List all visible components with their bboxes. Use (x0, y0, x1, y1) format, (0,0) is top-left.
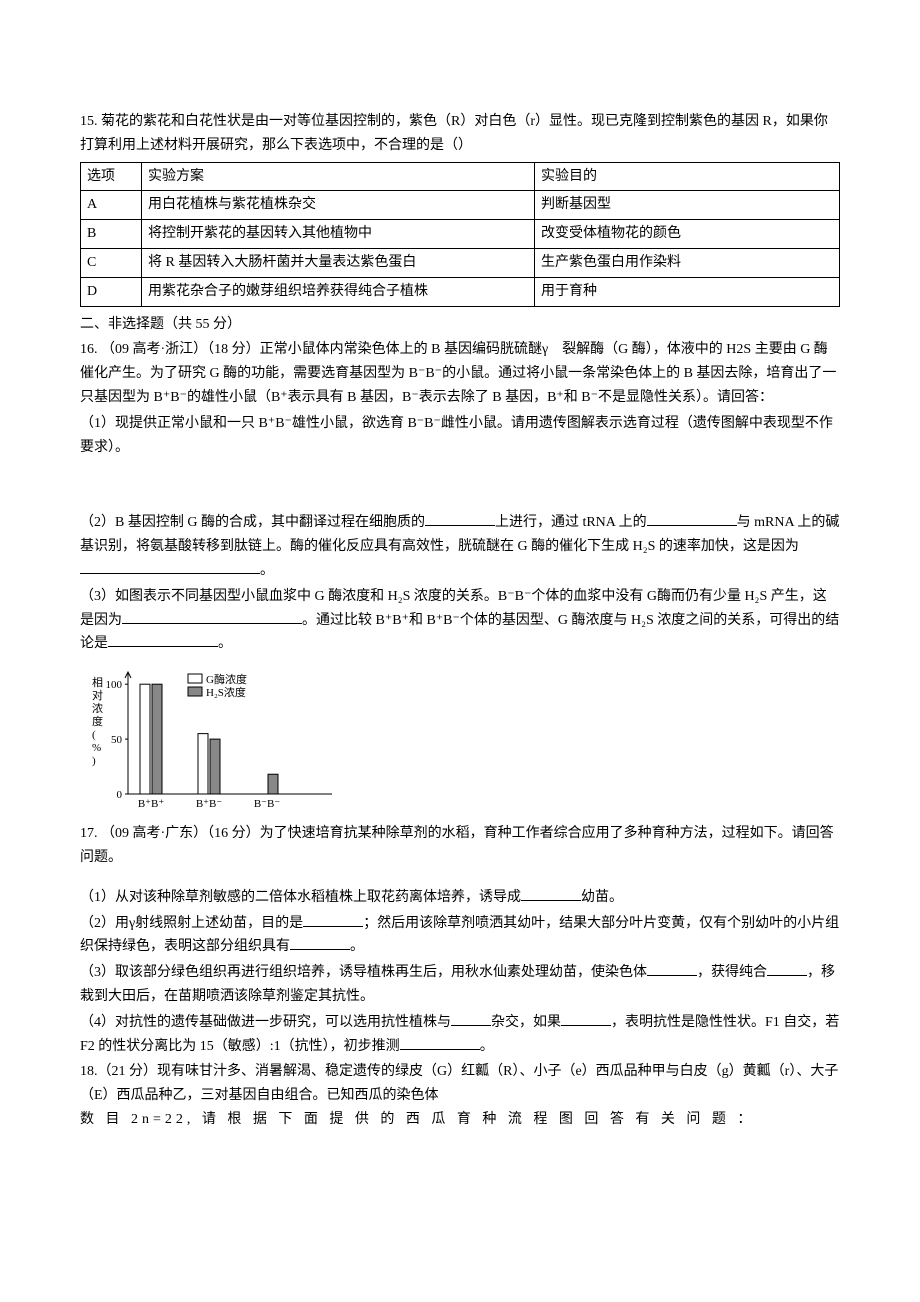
blank (80, 573, 260, 574)
table-row: 选项 实验方案 实验目的 (81, 162, 840, 191)
q16-p1: 16. （09 高考·浙江）（18 分）正常小鼠体内常染色体上的 B 基因编码胱… (80, 338, 840, 409)
blank (647, 525, 737, 526)
table-row: A 用白花植株与紫花植株杂交 判断基因型 (81, 191, 840, 220)
q15-text: 15. 菊花的紫花和白花性状是由一对等位基因控制的，紫色（R）对白色（r）显性。… (80, 110, 840, 158)
bar-chart-svg: 0 50 100相对浓度(%) G酶浓度H₂S浓度 B⁺B⁺ B⁺B⁻ B⁻B⁻ (80, 664, 340, 814)
svg-text:H₂S浓度: H₂S浓度 (206, 685, 246, 699)
text: 上进行，通过 tRNA 上的 (495, 515, 647, 530)
q16-p3: （2）B 基因控制 G 酶的合成，其中翻译过程在细胞质的 上进行，通过 tRNA … (80, 511, 840, 582)
text: （1）从对该种除草剂敏感的二倍体水稻植株上取花药离体培养，诱导成 (80, 890, 521, 905)
cell-plan: 用紫花杂合子的嫩芽组织培养获得纯合子植株 (142, 277, 535, 306)
table-row: B 将控制开紫花的基因转入其他植物中 改变受体植物花的颜色 (81, 220, 840, 249)
svg-text:度: 度 (92, 714, 103, 728)
svg-text:%: % (92, 742, 101, 754)
blank (108, 646, 218, 647)
svg-text:B⁺B⁺: B⁺B⁺ (138, 798, 164, 810)
blank (400, 1049, 480, 1050)
blank (451, 1025, 491, 1026)
q17-p1: 17. （09 高考·广东）（16 分）为了快速培育抗某种除草剂的水稻，育种工作… (80, 822, 840, 870)
col-header-opt: 选项 (81, 162, 142, 191)
svg-text:B⁻B⁻: B⁻B⁻ (254, 798, 280, 810)
cell-goal: 生产紫色蛋白用作染料 (535, 248, 840, 277)
cell-plan: 将控制开紫花的基因转入其他植物中 (142, 220, 535, 249)
q18-p1: 18.（21 分）现有味甘汁多、消暑解渴、稳定遗传的绿皮（G）红瓤（R）、小子（… (80, 1060, 840, 1131)
cell-opt: B (81, 220, 142, 249)
blank (290, 949, 350, 950)
text: 数 目 2n=22, 请 根 据 下 面 提 供 的 西 瓜 育 种 流 程 图… (80, 1112, 755, 1127)
cell-goal: 用于育种 (535, 277, 840, 306)
svg-text:浓: 浓 (92, 702, 103, 715)
blank (425, 525, 495, 526)
svg-text:G酶浓度: G酶浓度 (206, 672, 247, 686)
cell-opt: A (81, 191, 142, 220)
blank (122, 623, 302, 624)
text: 18.（21 分）现有味甘汁多、消暑解渴、稳定遗传的绿皮（G）红瓤（R）、小子（… (80, 1064, 838, 1103)
svg-text:0: 0 (117, 789, 123, 801)
text: （2）B 基因控制 G 酶的合成，其中翻译过程在细胞质的 (80, 515, 425, 530)
blank (767, 975, 807, 976)
text: （3）取该部分绿色组织再进行组织培养，诱导植株再生后，用秋水仙素处理幼苗，使染色… (80, 965, 647, 980)
svg-text:B⁺B⁻: B⁺B⁻ (196, 798, 222, 810)
svg-text:(: ( (92, 729, 96, 741)
table-row: D 用紫花杂合子的嫩芽组织培养获得纯合子植株 用于育种 (81, 277, 840, 306)
svg-text:相: 相 (92, 676, 103, 689)
cell-plan: 将 R 基因转入大肠杆菌并大量表达紫色蛋白 (142, 248, 535, 277)
q17-p3: （2）用γ射线照射上述幼苗，目的是；然后用该除草剂喷洒其幼叶，结果大部分叶片变黄… (80, 912, 840, 960)
text: 。 (218, 636, 232, 651)
cell-opt: C (81, 248, 142, 277)
q16-chart: 0 50 100相对浓度(%) G酶浓度H₂S浓度 B⁺B⁺ B⁺B⁻ B⁻B⁻ (80, 664, 840, 814)
text: （2）用γ射线照射上述幼苗，目的是 (80, 916, 303, 931)
spacer (80, 872, 840, 886)
col-header-plan: 实验方案 (142, 162, 535, 191)
text: 幼苗。 (581, 890, 623, 905)
section-2-title: 二、非选择题（共 55 分） (80, 313, 840, 337)
text: ，获得纯合 (697, 965, 767, 980)
svg-text:对: 对 (92, 688, 103, 702)
blank (561, 1025, 611, 1026)
blank (647, 975, 697, 976)
text: 杂交，如果 (491, 1015, 561, 1030)
cell-goal: 判断基因型 (535, 191, 840, 220)
blank (521, 900, 581, 901)
table-row: C 将 R 基因转入大肠杆菌并大量表达紫色蛋白 生产紫色蛋白用作染料 (81, 248, 840, 277)
text: （4）对抗性的遗传基础做进一步研究，可以选用抗性植株与 (80, 1015, 451, 1030)
col-header-goal: 实验目的 (535, 162, 840, 191)
text: 。 (480, 1039, 494, 1054)
diagram-space (80, 461, 840, 511)
cell-goal: 改变受体植物花的颜色 (535, 220, 840, 249)
q16-p2: （1）现提供正常小鼠和一只 B⁺B⁻雄性小鼠，欲选育 B⁻B⁻雌性小鼠。请用遗传… (80, 412, 840, 460)
q17-p2: （1）从对该种除草剂敏感的二倍体水稻植株上取花药离体培养，诱导成 幼苗。 (80, 886, 840, 910)
q17-p4: （3）取该部分绿色组织再进行组织培养，诱导植株再生后，用秋水仙素处理幼苗，使染色… (80, 961, 840, 1009)
blank (303, 926, 363, 927)
cell-opt: D (81, 277, 142, 306)
svg-text:50: 50 (111, 734, 123, 746)
q16-p4: （3）如图表示不同基因型小鼠血浆中 G 酶浓度和 H₂S 浓度的关系。B⁻B⁻个… (80, 585, 840, 656)
cell-plan: 用白花植株与紫花植株杂交 (142, 191, 535, 220)
svg-text:): ) (92, 755, 96, 767)
q17-p5: （4）对抗性的遗传基础做进一步研究，可以选用抗性植株与杂交，如果，表明抗性是隐性… (80, 1011, 840, 1059)
text: 。 (350, 939, 364, 954)
q15-table: 选项 实验方案 实验目的 A 用白花植株与紫花植株杂交 判断基因型 B 将控制开… (80, 162, 840, 307)
svg-text:100: 100 (106, 679, 123, 691)
